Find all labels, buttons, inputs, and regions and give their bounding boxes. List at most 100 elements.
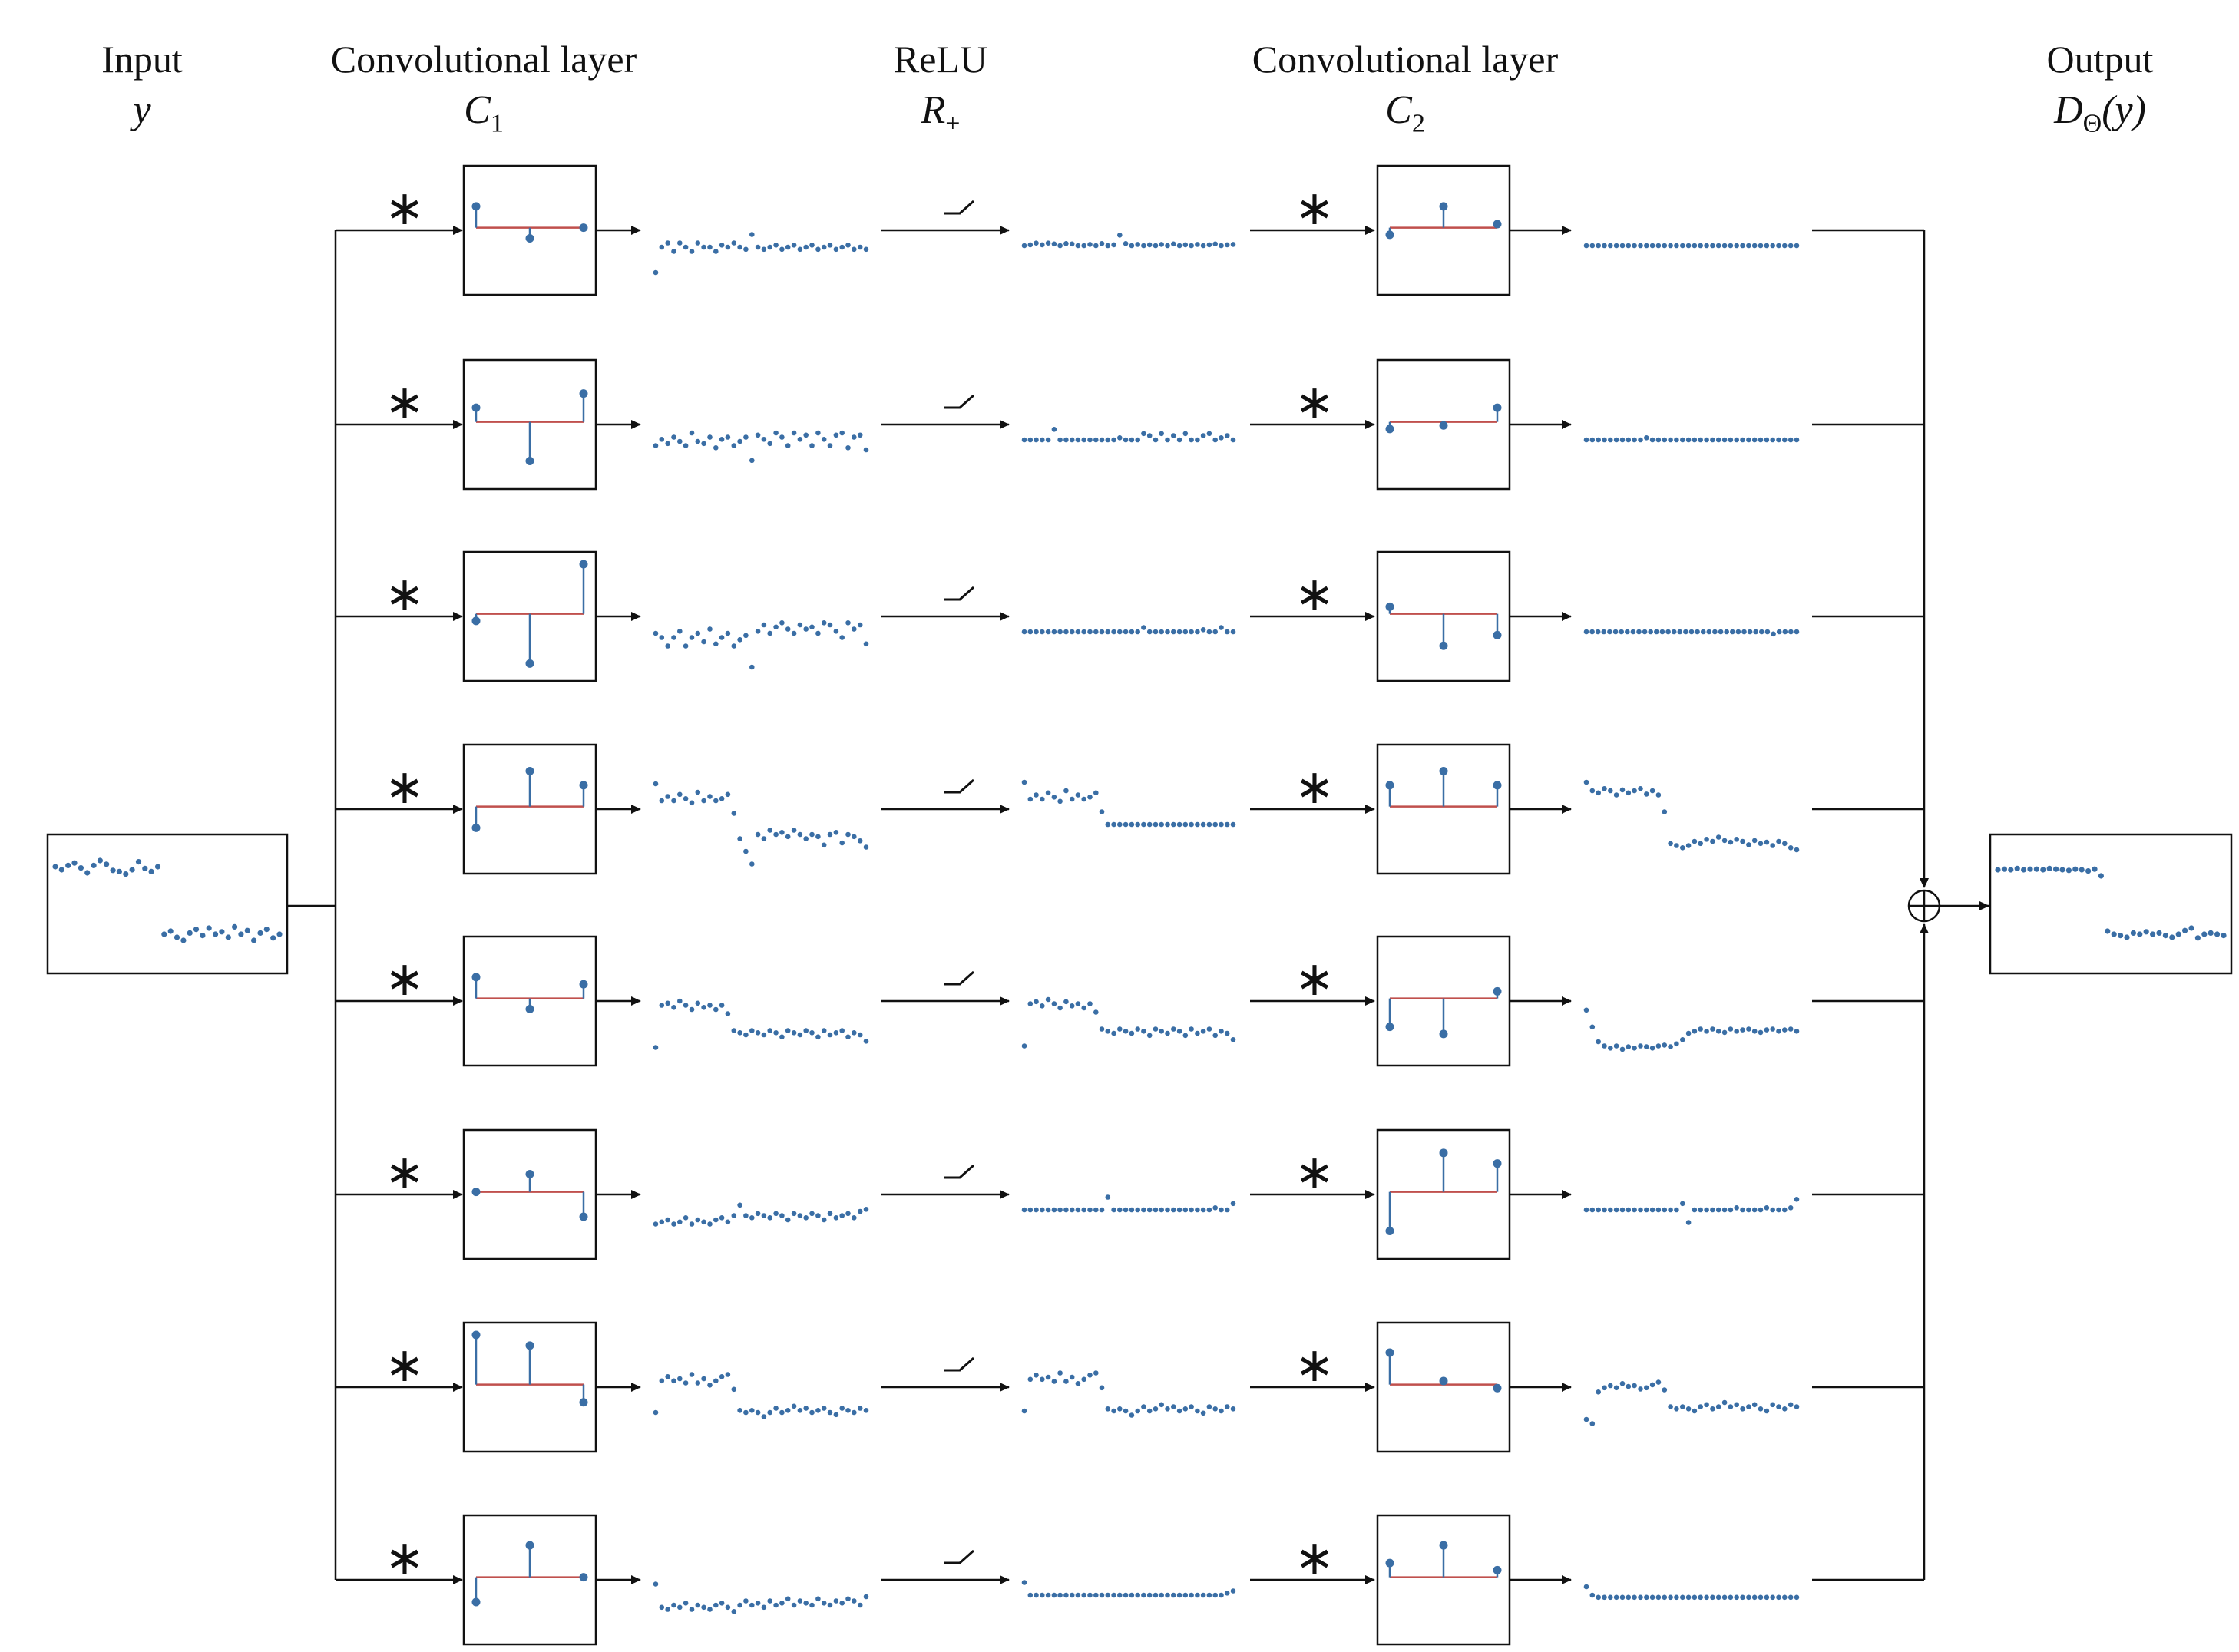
signal-point [1111,1408,1116,1414]
relu-symbol: R [921,88,946,132]
signal-point [839,244,845,250]
signal-point [1176,437,1182,443]
signal-point [2079,867,2085,873]
ch3-conv1-kernel-tap [525,659,534,668]
signal-point [1583,1207,1589,1213]
signal-point [1583,779,1589,785]
signal-point [1710,838,1715,844]
signal-point [1995,867,2001,873]
signal-point [857,622,863,628]
signal-point [1146,1408,1153,1414]
signal-point [1704,243,1709,249]
signal-point [1123,241,1129,246]
signal-point [1027,796,1034,802]
signal-point [1195,242,1200,247]
signal-point [1710,1406,1715,1412]
ch6-conv1-kernel-tap [525,1170,534,1179]
signal-point [2059,867,2065,873]
signal-point [791,1602,797,1608]
signal-point [1051,1001,1057,1006]
signal-point [767,1028,772,1033]
signal-point [97,857,103,864]
ch2-conv2-kernel-tap [1493,403,1502,412]
signal-point [809,1030,815,1036]
signal-point [683,443,689,448]
signal-point [1668,1404,1673,1409]
signal-point [1212,629,1218,635]
signal-point [761,1213,767,1218]
signal-point [1146,821,1153,828]
signal-point [1224,1030,1230,1036]
signal-point [1607,629,1612,635]
signal-point [1189,1592,1194,1598]
signal-point [1123,437,1129,443]
signal-point [809,831,815,838]
signal-point [755,1409,761,1416]
signal-point [1153,1406,1159,1412]
ch1-conv1-kernel-tap [525,234,534,243]
signal-point [827,831,833,838]
relu-subscript: + [945,109,961,138]
signal-point [839,1406,845,1411]
signal-point [1764,1408,1770,1414]
signal-point [1165,1406,1170,1412]
signal-point [1655,1379,1662,1385]
signal-point [1644,1044,1649,1049]
signal-point [1596,1207,1601,1213]
signal-point [707,626,713,632]
signal-point [1212,1032,1218,1039]
signal-point [270,935,276,941]
signal-point [2033,866,2039,872]
signal-point [1224,1207,1230,1213]
signal-point [1649,1382,1655,1388]
signal-point [1034,1207,1039,1213]
output-symbol: D [2054,88,2083,132]
signal-point [1751,1029,1758,1034]
signal-point [725,1604,731,1611]
signal-point [1021,437,1027,443]
ch7-conv2-kernel-tap [1493,1383,1502,1393]
signal-point [1165,821,1170,828]
ch2-conv1-operator: ∗ [385,374,425,430]
signal-point [1117,1026,1123,1032]
signal-point [671,249,676,254]
signal-point [845,445,851,451]
signal-point [671,1602,676,1608]
signal-point [1040,1003,1045,1009]
signal-point [1619,243,1626,249]
signal-point [749,232,755,237]
signal-point [833,1598,839,1604]
signal-point [1788,1205,1794,1211]
signal-point [863,447,869,453]
signal-point [1129,1030,1135,1036]
ch6-relu-signal [1021,1194,1236,1213]
signal-point [1704,837,1709,842]
signal-point [1075,437,1081,443]
signal-point [1626,243,1632,249]
signal-point [833,830,839,835]
signal-point [1608,437,1613,443]
ch3-output-signal [1583,629,1800,637]
signal-point [1608,1594,1613,1601]
signal-point [1146,629,1153,635]
signal-point [1224,433,1230,438]
signal-point [1099,809,1105,814]
ch5-conv1-kernel-tap [579,980,588,989]
signal-point [1159,1207,1164,1213]
signal-point [1165,629,1170,635]
signal-point [1685,1220,1692,1225]
signal-point [1189,1207,1194,1213]
signal-point [1751,838,1758,844]
signal-point [761,836,767,841]
signal-point [1788,1594,1794,1601]
signal-point [791,430,797,436]
signal-point [761,1604,767,1611]
signal-point [695,789,701,795]
signal-point [1027,437,1034,443]
signal-point [707,244,713,250]
signal-point [773,430,779,436]
signal-point [1034,1373,1039,1378]
signal-point [1034,1592,1039,1598]
signal-point [701,441,706,447]
signal-point [1176,1592,1182,1598]
